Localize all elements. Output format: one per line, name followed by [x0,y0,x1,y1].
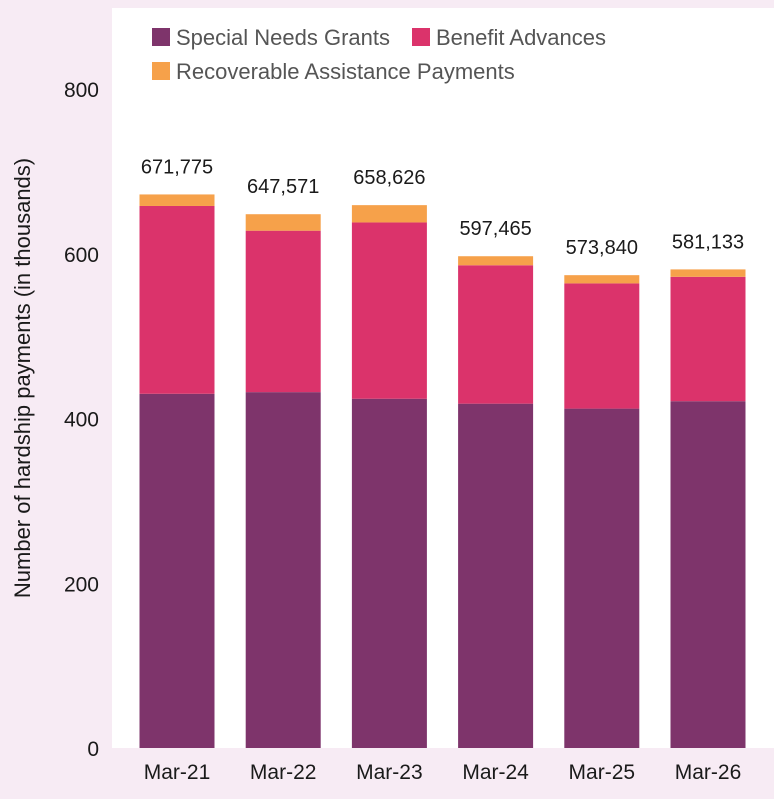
plot-area [112,8,774,748]
x-tick-label: Mar-22 [250,761,317,784]
legend-label: Recoverable Assistance Payments [176,59,515,84]
y-tick-label: 600 [64,244,99,267]
bar-total-label: 671,775 [141,156,213,178]
x-tick-label: Mar-26 [675,761,742,784]
y-tick-label: 800 [64,79,99,102]
y-axis-ticks: 0 200 400 600 800 [64,79,99,761]
bar-segment-special-needs-grants [351,398,427,748]
bar-segment-recoverable-assistance-payments [351,205,427,223]
x-tick-label: Mar-21 [144,761,211,784]
x-tick-label: Mar-25 [569,761,636,784]
x-tick-label: Mar-23 [356,761,423,784]
y-tick-label: 0 [87,738,99,761]
bar-segment-recoverable-assistance-payments [670,269,746,277]
bar-segment-recoverable-assistance-payments [245,214,321,231]
bar-segment-special-needs-grants [458,403,534,748]
legend-label: Special Needs Grants [176,25,390,50]
bar-segment-special-needs-grants [245,392,321,748]
bar-segment-benefit-advances [564,283,640,409]
bar-total-label: 581,133 [672,231,744,253]
total-labels-layer: 671,775 647,571 658,626 597,465 573,840 581,1… [141,156,744,259]
y-axis-title: Number of hardship payments (in thousand… [10,158,35,598]
x-axis-ticks: Mar-21 Mar-22 Mar-23 Mar-24 Mar-25 Mar-26 [144,761,742,784]
legend-swatch [152,62,170,80]
bar-total-label: 597,465 [459,218,531,240]
bar-segment-benefit-advances [458,265,534,404]
y-tick-label: 200 [64,573,99,596]
bar-segment-benefit-advances [670,276,746,402]
legend-label: Benefit Advances [436,25,606,50]
bar-total-label: 647,571 [247,176,319,198]
legend-swatch [412,28,430,46]
bar-segment-recoverable-assistance-payments [139,194,215,206]
bar-total-label: 658,626 [353,167,425,189]
bars-layer [139,194,746,748]
bar-segment-special-needs-grants [139,393,215,748]
bar-segment-recoverable-assistance-payments [458,256,534,266]
bar-segment-benefit-advances [351,222,427,399]
bar-segment-benefit-advances [139,205,215,394]
legend-swatch [152,28,170,46]
legend: Special Needs Grants Benefit Advances Reco… [152,25,606,84]
bar-total-label: 573,840 [566,237,638,259]
y-tick-label: 400 [64,409,99,432]
bar-segment-special-needs-grants [564,408,640,748]
bar-segment-recoverable-assistance-payments [564,275,640,284]
bar-segment-special-needs-grants [670,401,746,748]
bar-segment-benefit-advances [245,230,321,393]
x-tick-label: Mar-24 [462,761,529,784]
